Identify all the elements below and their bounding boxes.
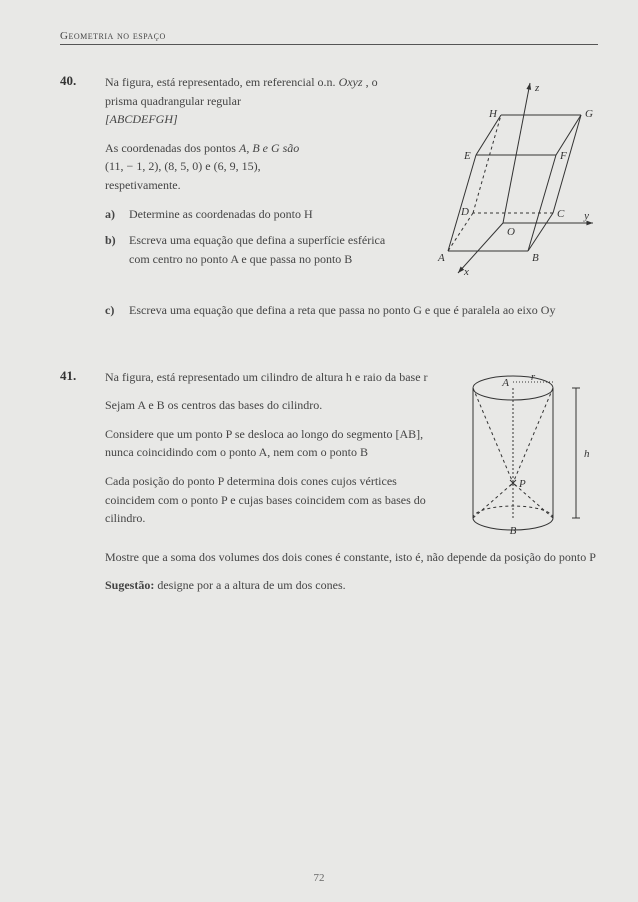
- problem-body: z y x O A B C D E F G H Na figura, está representad…: [105, 73, 598, 328]
- sub-text-c: Escreva uma equação que defina a reta qu…: [129, 301, 598, 320]
- problem-number: 41.: [60, 368, 105, 605]
- svg-text:H: H: [488, 108, 498, 120]
- prism-figure: z y x O A B C D E F G H: [408, 73, 598, 283]
- svg-text:y: y: [583, 210, 589, 222]
- svg-text:A: A: [437, 252, 445, 264]
- svg-text:h: h: [584, 448, 590, 460]
- svg-text:x: x: [463, 266, 469, 278]
- problem-40: 40. z y x O A B C D E F G H Na figura, está represe…: [60, 73, 598, 328]
- intro-text-1: Na figura, está representado, em referen…: [105, 75, 339, 89]
- coords-resp: respetivamente.: [105, 178, 181, 192]
- svg-text:F: F: [559, 150, 567, 162]
- svg-text:G: G: [585, 108, 593, 120]
- svg-text:P: P: [518, 478, 526, 490]
- p41-6: Sugestão: designe por a a altura de um d…: [105, 576, 598, 595]
- coords-intro: As coordenadas dos pontos: [105, 141, 239, 155]
- svg-text:z: z: [534, 82, 540, 94]
- svg-text:B: B: [532, 252, 539, 264]
- sub-label-b: b): [105, 231, 129, 268]
- p41-5: Mostre que a soma dos volumes dos dois c…: [105, 548, 598, 567]
- problem-41: 41. ABPrh Na figura, está representado u…: [60, 368, 598, 605]
- page-header: Geometria no espaço: [60, 30, 598, 45]
- svg-text:B: B: [510, 525, 517, 537]
- svg-text:D: D: [460, 206, 469, 218]
- prism-label: [ABCDEFGH]: [105, 112, 178, 126]
- sub-item-c: c) Escreva uma equação que defina a reta…: [105, 301, 598, 320]
- svg-text:r: r: [531, 371, 536, 383]
- page-number: 72: [0, 872, 638, 884]
- svg-text:E: E: [463, 150, 471, 162]
- sub-item-b: b) Escreva uma equação que defina a supe…: [105, 231, 393, 268]
- problem-number: 40.: [60, 73, 105, 328]
- ref-system: Oxyz: [339, 75, 363, 89]
- coords-values: (11, − 1, 2), (8, 5, 0) e (6, 9, 15),: [105, 159, 261, 173]
- sub-text-b: Escreva uma equação que defina a superfí…: [129, 231, 393, 268]
- problem-body: ABPrh Na figura, está representado um ci…: [105, 368, 598, 605]
- sub-text-a: Determine as coordenadas do ponto H: [129, 205, 393, 224]
- svg-text:O: O: [507, 226, 515, 238]
- suggestion-label: Sugestão:: [105, 578, 154, 592]
- sub-label-c: c): [105, 301, 129, 320]
- pts-abg: A, B e G são: [239, 141, 299, 155]
- sub-label-a: a): [105, 205, 129, 224]
- suggestion-text: designe por a a altura de um dos cones.: [157, 578, 345, 592]
- cylinder-figure: A B Pr h: [448, 368, 598, 538]
- svg-text:C: C: [557, 208, 565, 220]
- sub-item-a: a) Determine as coordenadas do ponto H: [105, 205, 393, 224]
- svg-text:A: A: [501, 377, 509, 389]
